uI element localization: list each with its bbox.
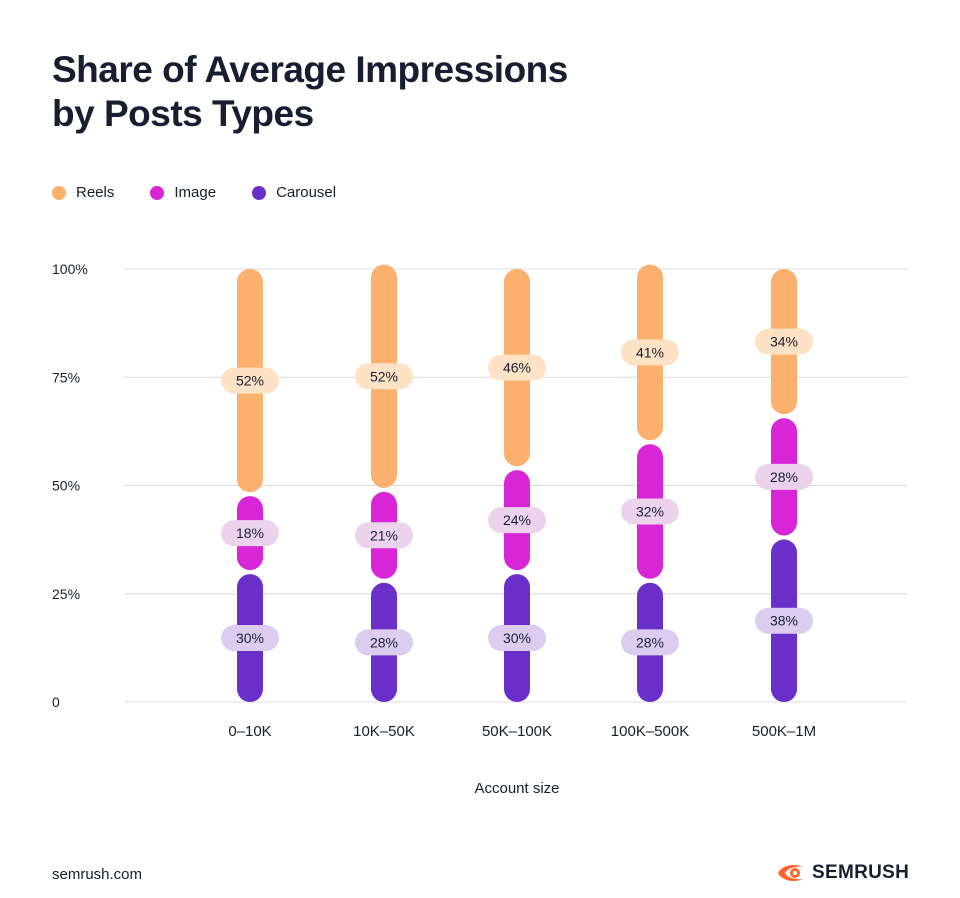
legend: Reels Image Carousel — [52, 184, 336, 201]
brand-name: SEMRUSH — [812, 862, 910, 883]
legend-swatch-carousel — [252, 185, 267, 200]
x-axis-title: Account size — [474, 780, 559, 797]
brand-logo: SEMRUSH — [776, 862, 909, 884]
data-label-bg-reels — [621, 339, 679, 366]
data-label-image: 24% — [503, 512, 531, 528]
data-label-bg-image — [488, 507, 546, 534]
legend-label-image: Image — [174, 184, 217, 201]
data-label-bg-reels — [755, 328, 813, 355]
data-label-reels: 52% — [236, 373, 264, 389]
data-label-reels: 34% — [770, 334, 798, 350]
data-label-carousel: 28% — [370, 634, 398, 650]
x-tick-label: 10K–50K — [353, 723, 415, 740]
data-label-bg-image — [221, 520, 279, 547]
footer-url: semrush.com — [52, 866, 143, 883]
legend-item-carousel: Carousel — [252, 184, 336, 201]
data-label-carousel: 30% — [236, 630, 264, 646]
legend-label-reels: Reels — [76, 184, 115, 201]
data-label-bg-reels — [355, 363, 413, 390]
data-label-image: 21% — [370, 527, 398, 543]
data-label-reels: 41% — [636, 344, 664, 360]
data-label-bg-carousel — [755, 607, 813, 634]
legend-swatch-reels — [52, 185, 66, 200]
legend-item-reels: Reels — [52, 184, 114, 201]
x-tick-label: 500K–1M — [752, 723, 816, 740]
data-label-bg-carousel — [621, 629, 679, 656]
data-label-bg-image — [755, 463, 813, 490]
y-tick-label: 75% — [52, 369, 80, 385]
data-label-reels: 52% — [370, 368, 398, 384]
x-tick-label: 0–10K — [228, 723, 271, 740]
y-tick-label: 50% — [52, 478, 80, 494]
data-label-image: 32% — [636, 503, 664, 519]
y-tick-label: 25% — [52, 586, 80, 602]
data-label-image: 18% — [236, 525, 264, 541]
y-tick-label: 0 — [52, 694, 60, 710]
data-label-reels: 46% — [503, 360, 531, 376]
data-label-carousel: 38% — [770, 613, 798, 629]
y-tick-label: 100% — [52, 261, 88, 277]
x-tick-label: 100K–500K — [611, 723, 689, 740]
semrush-flame-icon — [778, 865, 803, 881]
chart-title-line-1: Share of Average Impressions — [52, 49, 568, 90]
data-label-bg-reels — [488, 354, 546, 381]
data-label-bg-reels — [221, 367, 279, 394]
chart-title: Share of Average Impressions by Posts Ty… — [52, 48, 568, 136]
data-label-bg-image — [621, 498, 679, 525]
x-tick-label: 50K–100K — [482, 723, 552, 740]
legend-label-carousel: Carousel — [276, 184, 337, 201]
data-label-bg-image — [355, 522, 413, 549]
legend-swatch-image — [150, 185, 165, 200]
data-label-carousel: 28% — [636, 634, 664, 650]
legend-item-image: Image — [150, 184, 216, 201]
data-label-bg-carousel — [221, 625, 279, 652]
data-label-image: 28% — [770, 469, 798, 485]
chart-title-line-2: by Posts Types — [52, 93, 314, 134]
data-label-carousel: 30% — [503, 630, 531, 646]
data-label-bg-carousel — [355, 629, 413, 656]
data-label-bg-carousel — [488, 625, 546, 652]
